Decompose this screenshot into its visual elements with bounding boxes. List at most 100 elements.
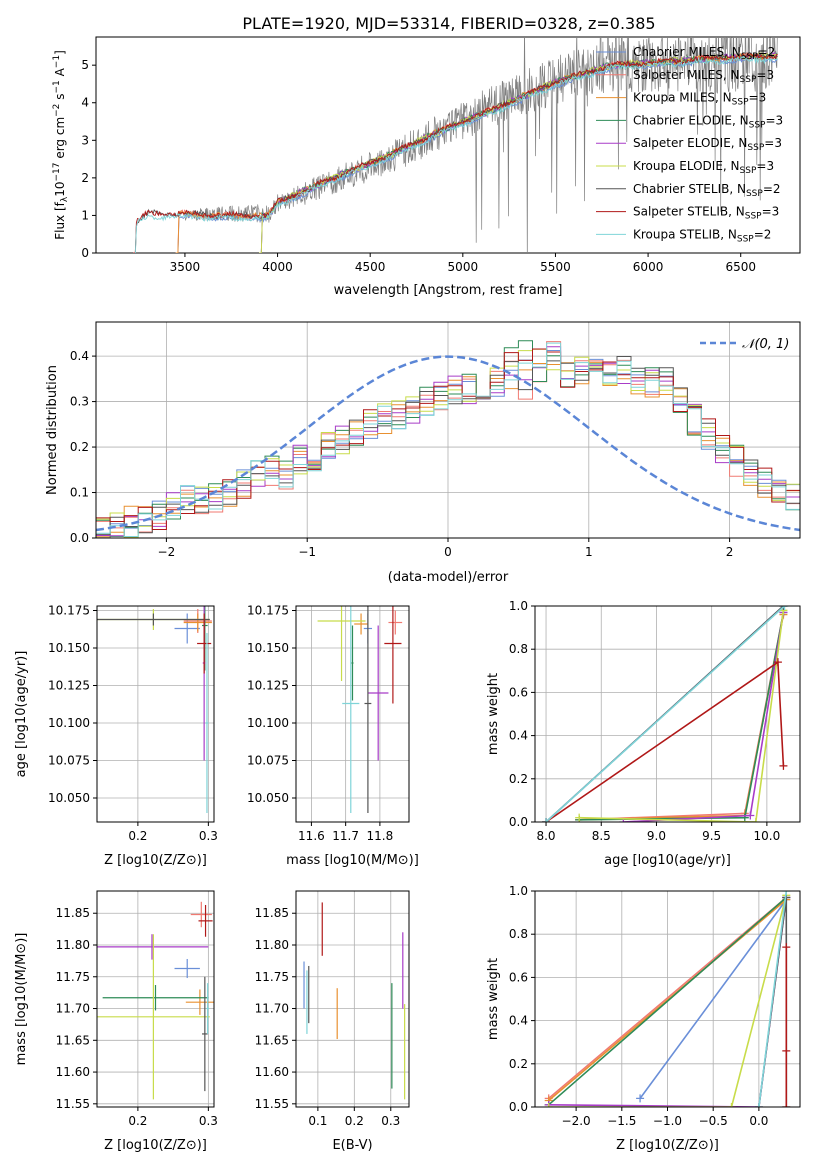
x-tick-label: −1 — [298, 545, 316, 559]
x-axis-label: Z [log10(Z/Z⊙)] — [104, 853, 207, 868]
x-tick-label: 8.5 — [592, 829, 611, 843]
x-tick-label: 0 — [444, 545, 452, 559]
y-tick-label: 1.0 — [509, 599, 528, 613]
mass-weight-line — [639, 899, 787, 1099]
y-tick-label: 0.2 — [509, 1057, 528, 1071]
y-tick-label: 11.75 — [56, 970, 90, 984]
x-tick-label: 9.0 — [647, 829, 666, 843]
legend-label: Kroupa STELIB, NSSP=2 — [633, 227, 771, 244]
y-tick-label: 0.0 — [509, 815, 528, 829]
x-tick-label: −2.0 — [562, 1114, 591, 1128]
y-tick-label: 11.60 — [255, 1065, 289, 1079]
y-tick-label: 0.0 — [70, 531, 89, 545]
x-tick-label: 0.1 — [308, 1114, 327, 1128]
y-tick-label: 5 — [81, 58, 89, 72]
plus-marker — [727, 1103, 736, 1107]
y-tick-label: 10.050 — [247, 791, 289, 805]
x-tick-label: 0.3 — [381, 1114, 400, 1128]
y-tick-label: 11.70 — [56, 1002, 90, 1016]
legend-label: Chabrier STELIB, NSSP=2 — [633, 182, 781, 199]
model-spectrum-line — [133, 51, 778, 253]
legend-label: Chabrier MILES, NSSP=2 — [633, 45, 775, 62]
x-tick-label: −0.5 — [699, 1114, 728, 1128]
y-tick-label: 11.80 — [56, 938, 90, 952]
y-tick-label: 10.175 — [48, 604, 90, 618]
y-tick-label: 4 — [81, 96, 89, 110]
x-tick-label: 3500 — [170, 260, 201, 274]
plus-marker — [782, 943, 791, 952]
normal-legend-label: 𝒩(0, 1) — [742, 337, 789, 352]
x-tick-label: 0.2 — [128, 1114, 147, 1128]
legend-label: Chabrier ELODIE, NSSP=3 — [633, 113, 783, 130]
y-tick-label: 0.4 — [70, 349, 89, 363]
mass-weight-line — [545, 606, 786, 822]
x-tick-label: 1 — [585, 545, 593, 559]
normal-curve — [96, 355, 800, 532]
y-tick-label: 2 — [81, 171, 89, 185]
plus-marker — [782, 1046, 791, 1055]
y-tick-label: 0.3 — [70, 395, 89, 409]
y-tick-label: 11.70 — [255, 1002, 289, 1016]
legend-label: Salpeter MILES, NSSP=3 — [633, 68, 774, 85]
legend-label: Kroupa ELODIE, NSSP=3 — [633, 159, 774, 176]
x-tick-label: 5000 — [448, 260, 479, 274]
mass-weight-vs-Z-panel: −2.0 −1.5 −1.0 −0.5 0.0 0.0 0.2 0.4 0.6 0.8 1.0 Z [… — [486, 884, 801, 1153]
panel-frame — [96, 890, 215, 1108]
age-vs-Z-panel: 0.2 0.3 10.050 10.075 10.100 10.125 10.150 10.1… — [14, 604, 218, 869]
panel-data — [97, 901, 214, 1100]
y-axis-label: age [log10(age/yr)] — [14, 651, 29, 778]
x-tick-label: 5500 — [540, 260, 571, 274]
panel-data — [303, 902, 406, 1100]
y-tick-label: 10.125 — [48, 679, 90, 693]
spectrum-xlabel: wavelength [Angstrom, rest frame] — [334, 283, 563, 298]
x-tick-label: 9.5 — [702, 829, 721, 843]
x-axis-label: Z [log10(Z/Z⊙)] — [104, 1138, 207, 1153]
mass-weight-line — [579, 612, 785, 821]
y-tick-label: 0.2 — [70, 440, 89, 454]
spectrum-legend: Chabrier MILES, NSSP=2 Salpeter MILES, NS… — [596, 45, 783, 244]
plus-marker — [782, 1103, 791, 1107]
y-tick-label: 3 — [81, 133, 89, 147]
mass-weight-line — [579, 610, 785, 822]
x-tick-label: 0.3 — [199, 829, 218, 843]
y-tick-label: 0.1 — [70, 486, 89, 500]
x-tick-label: 0.0 — [749, 1114, 768, 1128]
mass-vs-ebv-panel: 0.1 0.2 0.3 11.55 11.60 11.65 11.70 11.75 11.80 1… — [255, 890, 410, 1153]
x-tick-label: −1.0 — [653, 1114, 682, 1128]
plus-marker — [782, 891, 791, 895]
y-axis-label: mass weight — [486, 958, 501, 1040]
plus-marker — [779, 761, 788, 770]
y-tick-label: 10.050 — [48, 791, 90, 805]
x-axis-label: age [log10(age/yr)] — [604, 853, 731, 868]
model-spectrum-line — [134, 55, 778, 253]
x-tick-label: 6000 — [633, 260, 664, 274]
y-tick-label: 10.075 — [48, 754, 90, 768]
y-tick-label: 0.8 — [509, 927, 528, 941]
figure-title: PLATE=1920, MJD=53314, FIBERID=0328, z=0… — [242, 14, 655, 33]
mass-weight-line — [548, 896, 787, 1100]
y-axis-label: mass weight — [486, 673, 501, 755]
histogram-step-line — [96, 348, 800, 530]
plus-marker — [754, 1103, 763, 1107]
model-spectrum-line — [133, 52, 778, 253]
x-tick-label: −2 — [158, 545, 176, 559]
histogram-ylabel: Normed distribution — [45, 365, 60, 495]
y-tick-label: 11.60 — [56, 1065, 90, 1079]
y-tick-label: 10.150 — [247, 641, 289, 655]
legend-label: Kroupa MILES, NSSP=3 — [633, 91, 766, 108]
x-tick-label: 4000 — [262, 260, 293, 274]
panel-data — [97, 606, 212, 813]
residual-histogram-panel: −2 −1 0 1 2 0.0 0.1 0.2 0.3 0.4 𝒩(0, 1) (data-mod… — [45, 321, 801, 585]
y-tick-label: 0.6 — [509, 970, 528, 984]
x-tick-label: 11.8 — [367, 829, 394, 843]
legend-label: Salpeter ELODIE, NSSP=3 — [633, 136, 782, 153]
plus-marker — [773, 658, 782, 667]
y-tick-label: 10.075 — [247, 754, 289, 768]
plus-marker — [544, 1103, 553, 1107]
mass-weight-vs-age-panel: 8.0 8.5 9.0 9.5 10.0 0.0 0.2 0.4 0.6 0.8 1.0 age [l… — [486, 599, 801, 868]
x-tick-label: 10.0 — [754, 829, 781, 843]
mass-weight-line — [548, 895, 788, 1107]
plus-marker — [780, 606, 789, 610]
x-axis-label: E(B-V) — [332, 1138, 372, 1153]
